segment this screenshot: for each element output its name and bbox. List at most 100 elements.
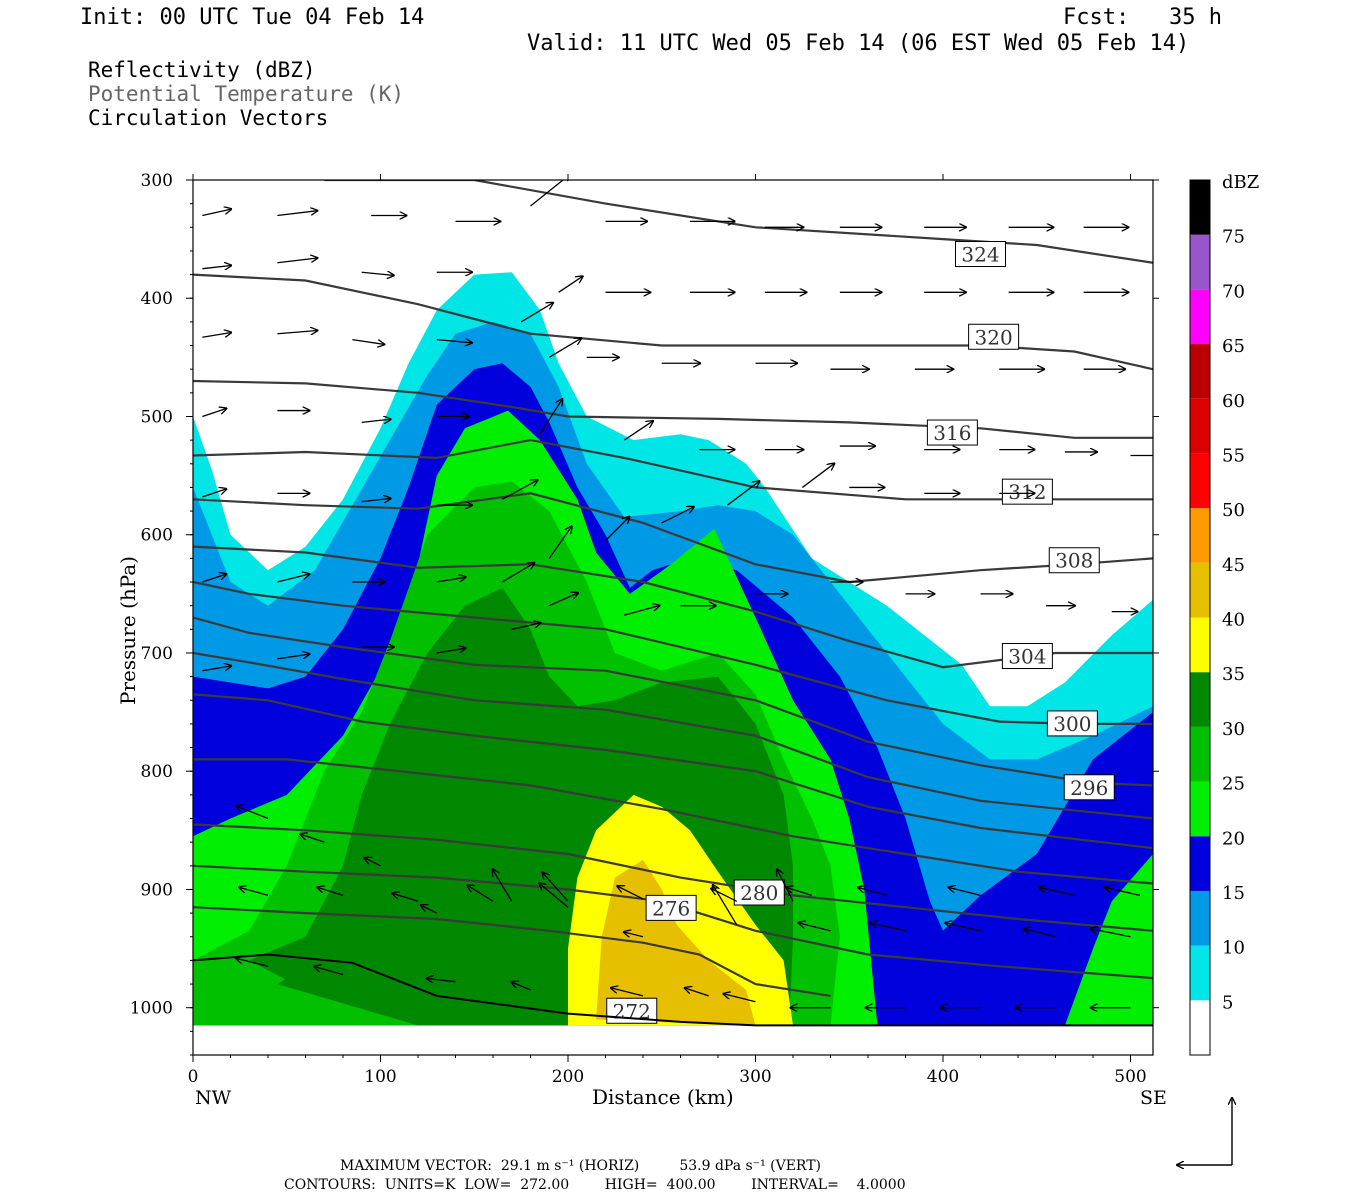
circulation-vector-112: [611, 988, 644, 997]
circulation-vector-20: [520, 303, 553, 323]
colorbar-label-35: 35: [1222, 664, 1245, 685]
circulation-vector-96: [239, 887, 269, 896]
colorbar-label-20: 20: [1222, 828, 1245, 849]
colorbar-label-50: 50: [1222, 500, 1245, 521]
x-tick-label-0: 0: [188, 1067, 199, 1087]
circulation-vector-95: [1091, 929, 1131, 938]
circulation-vector-108: [236, 958, 269, 967]
theta-label-box-276: [645, 894, 697, 921]
valid-time: Valid: 11 UTC Wed 05 Feb 14 (06 EST Wed …: [527, 31, 1190, 56]
circulation-vector-99: [467, 885, 494, 902]
colorbar-swatch-4: [1190, 781, 1210, 837]
theta-line-304: [193, 545, 1153, 669]
circulation-vector-93: [945, 923, 981, 932]
circulation-vector-58: [436, 577, 466, 583]
colorbar-swatch-6: [1190, 672, 1210, 727]
circulation-vector-64: [801, 463, 834, 488]
colorbar-label-55: 55: [1222, 445, 1245, 466]
circulation-vector-6: [277, 258, 317, 264]
circulation-vector-110: [427, 978, 456, 981]
x-tick-label-100: 100: [364, 1067, 396, 1087]
theta-line-320: [193, 273, 1153, 371]
colorbar-swatch-7: [1190, 617, 1210, 673]
circulation-vector-60: [548, 526, 571, 559]
theta-label-box-320: [968, 323, 1020, 350]
theta-label-308: 308: [1055, 549, 1093, 573]
circulation-vector-41: [202, 489, 226, 498]
circulation-vector-61: [605, 517, 630, 542]
circulation-vector-7: [361, 272, 394, 275]
colorbar-label-60: 60: [1222, 391, 1245, 412]
circulation-vector-98: [392, 893, 419, 902]
theta-label-312: 312: [1008, 480, 1046, 504]
y-tick-label-700: 700: [141, 644, 173, 664]
theta-label-box-316: [926, 419, 978, 446]
colorbar-label-25: 25: [1222, 774, 1245, 795]
colorbar-swatch-14: [1190, 234, 1210, 290]
theta-label-296: 296: [1070, 776, 1108, 800]
colorbar-label-15: 15: [1222, 883, 1245, 904]
field-potential-temperature: Potential Temperature (K): [88, 82, 405, 106]
circulation-vector-84: [365, 858, 381, 867]
max-vector-note: MAXIMUM VECTOR: 29.1 m s⁻¹ (HORIZ) 53.9 …: [340, 1158, 822, 1174]
y-tick-label-1000: 1000: [130, 999, 173, 1019]
field-reflectivity: Reflectivity (dBZ): [88, 58, 316, 82]
circulation-vector-101: [617, 886, 644, 900]
field-circulation-vectors: Circulation Vectors: [88, 106, 329, 130]
circulation-vector-85: [421, 905, 438, 914]
colorbar-swatch-11: [1190, 398, 1210, 454]
circulation-vector-68: [202, 666, 231, 672]
circulation-vector-69: [277, 654, 309, 660]
x-tick-label-300: 300: [739, 1067, 771, 1087]
circulation-vector-74: [624, 606, 659, 616]
colorbar-unit: dBZ: [1222, 172, 1259, 193]
circulation-vector-4: [530, 180, 571, 207]
circulation-vector-16: [202, 332, 231, 338]
circulation-vector-104: [858, 887, 887, 896]
circulation-vector-109: [314, 967, 344, 976]
theta-label-box-312: [1001, 478, 1053, 505]
circulation-vector-46: [539, 399, 562, 435]
y-tick-label-500: 500: [141, 407, 173, 427]
colorbar-label-5: 5: [1222, 992, 1233, 1013]
colorbar-swatch-9: [1190, 508, 1210, 563]
circulation-vector-47: [623, 421, 653, 441]
circulation-vector-56: [277, 574, 309, 583]
theta-line-300: [193, 580, 1153, 725]
forecast-hour: Fcst: 35 h: [1063, 5, 1222, 30]
y-tick-label-400: 400: [141, 289, 173, 309]
x-left-end-label: NW: [195, 1087, 232, 1109]
circulation-vector-31: [361, 419, 391, 422]
colorbar-swatch-12: [1190, 344, 1210, 399]
theta-line-280: [193, 823, 1153, 932]
circulation-vector-86: [493, 869, 513, 902]
theta-label-320: 320: [975, 325, 1013, 349]
contour-info: CONTOURS: UNITS=K LOW= 272.00 HIGH= 400.…: [284, 1177, 906, 1193]
circulation-vector-103: [786, 887, 812, 896]
theta-label-316: 316: [933, 421, 971, 445]
colorbar-label-10: 10: [1222, 938, 1245, 959]
circulation-vector-92: [870, 923, 906, 932]
theta-label-box-296: [1063, 774, 1115, 801]
theta-line-308: [193, 492, 1153, 584]
circulation-vector-114: [724, 994, 756, 1003]
ground-surface-line: [192, 953, 1153, 1027]
circulation-vector-43: [361, 498, 391, 501]
y-tick-label-900: 900: [141, 880, 173, 900]
circulation-vector-1: [277, 211, 317, 217]
theta-line-284: [193, 758, 1153, 885]
y-tick-label-800: 800: [141, 762, 173, 782]
x-tick-label-200: 200: [552, 1067, 584, 1087]
circulation-vector-113: [685, 988, 709, 997]
circulation-vector-87: [542, 872, 569, 902]
theta-label-304: 304: [1008, 645, 1046, 669]
theta-line-296: [193, 616, 1153, 787]
init-time: Init: 00 UTC Tue 04 Feb 14: [80, 5, 425, 30]
circulation-vector-63: [726, 481, 759, 506]
reflectivity-region-40dbz-8: [596, 859, 756, 1026]
colorbar-swatch-2: [1190, 890, 1210, 946]
theta-line-292: [193, 651, 1153, 820]
colorbar-frame: [1189, 179, 1211, 1056]
theta-line-316: [193, 379, 1153, 439]
